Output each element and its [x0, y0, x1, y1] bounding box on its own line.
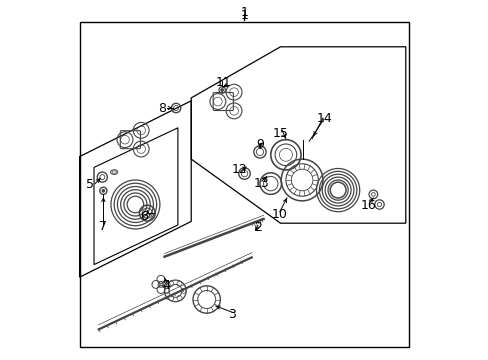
Text: 5: 5 [86, 178, 94, 191]
Text: 7: 7 [99, 220, 107, 233]
Text: 2: 2 [253, 221, 261, 234]
Circle shape [220, 89, 223, 91]
Text: 13: 13 [253, 177, 269, 190]
Text: 11: 11 [216, 76, 231, 89]
Text: 10: 10 [271, 208, 287, 221]
Text: 15: 15 [272, 127, 288, 140]
Text: 1: 1 [240, 9, 248, 22]
Text: 14: 14 [316, 112, 332, 125]
Circle shape [102, 189, 104, 192]
Text: 12: 12 [231, 163, 247, 176]
Text: 1: 1 [240, 6, 248, 19]
Text: 6: 6 [140, 210, 147, 222]
Text: 8: 8 [157, 102, 165, 115]
Text: 4: 4 [162, 279, 170, 292]
Text: 9: 9 [256, 138, 264, 151]
Text: 16: 16 [360, 199, 376, 212]
Text: 3: 3 [227, 309, 235, 321]
